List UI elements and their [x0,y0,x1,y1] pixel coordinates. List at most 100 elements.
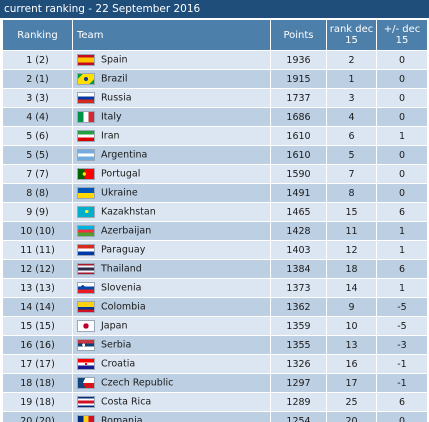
cell-points: 1936 [270,50,327,70]
cell-team: Romania [72,411,271,422]
team-name: Costa Rica [101,396,152,408]
cell-points: 1384 [270,259,327,279]
table-row: 20 (20) Romania 1254 20 0 [2,411,428,422]
table-row: 9 (9) Kazakhstan 1465 15 6 [2,202,428,222]
table-row: 11 (11) Paraguay 1403 12 1 [2,240,428,260]
cell-ranking: 14 (14) [2,297,73,317]
cell-team: Paraguay [72,240,271,260]
team-name: Romania [101,415,143,422]
cell-ranking: 16 (16) [2,335,73,355]
iran-flag-icon [77,130,95,142]
cell-ranking: 4 (4) [2,107,73,127]
cell-diff-dec15: -5 [376,316,428,336]
team-name: Colombia [101,301,146,313]
cell-diff-dec15: 0 [376,69,428,89]
cell-ranking: 1 (2) [2,50,73,70]
table-row: 14 (14) Colombia 1362 9 -5 [2,297,428,317]
azerbaijan-flag-icon [77,225,95,237]
team-name: Japan [101,320,128,332]
cell-rank-dec15: 12 [326,240,377,260]
brazil-flag-icon [77,73,95,85]
table-row: 7 (7) Portugal 1590 7 0 [2,164,428,184]
portugal-flag-icon [77,168,95,180]
table-row: 8 (8) Ukraine 1491 8 0 [2,183,428,203]
team-name: Portugal [101,168,141,180]
header-diff-dec15: +/- dec 15 [376,19,428,51]
table-row: 12 (12) Thailand 1384 18 6 [2,259,428,279]
thailand-flag-icon [77,263,95,275]
cell-rank-dec15: 18 [326,259,377,279]
cell-diff-dec15: 1 [376,240,428,260]
cell-points: 1590 [270,164,327,184]
colombia-flag-icon [77,301,95,313]
cell-team: Croatia [72,354,271,374]
cell-diff-dec15: 0 [376,164,428,184]
kazakhstan-flag-icon [77,206,95,218]
table-row: 10 (10) Azerbaijan 1428 11 1 [2,221,428,241]
table-row: 5 (5) Argentina 1610 5 0 [2,145,428,165]
cell-team: Spain [72,50,271,70]
slovenia-flag-icon [77,282,95,294]
cell-points: 1254 [270,411,327,422]
cell-points: 1686 [270,107,327,127]
cell-points: 1355 [270,335,327,355]
cell-ranking: 19 (18) [2,392,73,412]
cell-ranking: 9 (9) [2,202,73,222]
cell-points: 1289 [270,392,327,412]
team-name: Argentina [101,149,148,161]
ukraine-flag-icon [77,187,95,199]
cell-diff-dec15: -3 [376,335,428,355]
header-rank-dec15: rank dec 15 [326,19,377,51]
cell-rank-dec15: 16 [326,354,377,374]
croatia-flag-icon [77,358,95,370]
ranking-table: Ranking Team Points rank dec 15 +/- dec … [2,19,428,422]
cell-ranking: 7 (7) [2,164,73,184]
cell-diff-dec15: 0 [376,183,428,203]
cell-points: 1610 [270,145,327,165]
cell-diff-dec15: 1 [376,278,428,298]
cell-diff-dec15: 1 [376,221,428,241]
table-row: 19 (18) Costa Rica 1289 25 6 [2,392,428,412]
table-row: 18 (18) Czech Republic 1297 17 -1 [2,373,428,393]
cell-rank-dec15: 1 [326,69,377,89]
team-name: Serbia [101,339,132,351]
cell-ranking: 8 (8) [2,183,73,203]
cell-rank-dec15: 2 [326,50,377,70]
cell-team: Russia [72,88,271,108]
team-name: Paraguay [101,244,146,256]
cell-rank-dec15: 10 [326,316,377,336]
cell-team: Ukraine [72,183,271,203]
cell-team: Italy [72,107,271,127]
cell-rank-dec15: 3 [326,88,377,108]
cell-rank-dec15: 5 [326,145,377,165]
cell-ranking: 18 (18) [2,373,73,393]
japan-flag-icon [77,320,95,332]
cell-points: 1491 [270,183,327,203]
cell-diff-dec15: -1 [376,354,428,374]
cell-rank-dec15: 25 [326,392,377,412]
table-row: 5 (6) Iran 1610 6 1 [2,126,428,146]
cell-rank-dec15: 6 [326,126,377,146]
cell-points: 1610 [270,126,327,146]
cell-diff-dec15: 6 [376,392,428,412]
team-name: Brazil [101,73,128,85]
table-header-row: Ranking Team Points rank dec 15 +/- dec … [2,19,428,51]
ranking-title: current ranking - 22 September 2016 [0,0,429,19]
romania-flag-icon [77,415,95,422]
cell-team: Iran [72,126,271,146]
cell-points: 1403 [270,240,327,260]
cell-ranking: 17 (17) [2,354,73,374]
team-name: Czech Republic [101,377,174,389]
cell-team: Brazil [72,69,271,89]
team-name: Spain [101,54,128,66]
cell-team: Slovenia [72,278,271,298]
cell-points: 1359 [270,316,327,336]
cell-ranking: 13 (13) [2,278,73,298]
cell-rank-dec15: 13 [326,335,377,355]
cell-ranking: 12 (12) [2,259,73,279]
header-team: Team [72,19,271,51]
cell-ranking: 20 (20) [2,411,73,422]
table-row: 1 (2) Spain 1936 2 0 [2,50,428,70]
cell-rank-dec15: 9 [326,297,377,317]
team-name: Kazakhstan [101,206,156,218]
